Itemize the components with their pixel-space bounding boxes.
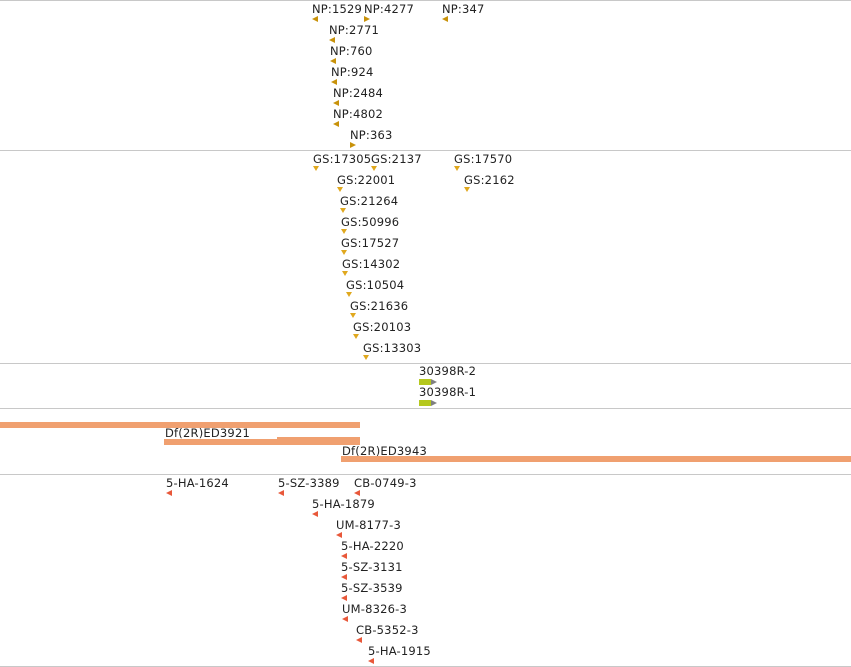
track-divider <box>0 150 851 151</box>
track-divider <box>0 474 851 475</box>
left-arrow-icon <box>330 58 336 64</box>
insertion-label: NP:4802 <box>333 107 384 121</box>
insertion-label: CB-0749-3 <box>354 476 417 490</box>
down-arrow-icon <box>346 292 352 297</box>
insertion-label: 5-SZ-3539 <box>341 581 403 595</box>
right-arrow-icon <box>350 142 356 148</box>
left-arrow-icon <box>442 16 448 22</box>
left-arrow-icon <box>341 595 347 601</box>
insertion-label: 5-SZ-3131 <box>341 560 403 574</box>
left-arrow-icon <box>312 16 318 22</box>
deficiency-bar[interactable] <box>164 439 360 445</box>
left-arrow-icon <box>166 490 172 496</box>
insertion-label: NP:4277 <box>364 2 415 16</box>
down-arrow-icon <box>454 166 460 171</box>
deficiency-bar[interactable] <box>0 422 360 428</box>
track-divider <box>0 0 851 1</box>
insertion-label: 5-HA-1879 <box>312 497 375 511</box>
track-divider <box>0 408 851 409</box>
left-arrow-icon <box>329 37 335 43</box>
insertion-label: UM-8177-3 <box>336 518 402 532</box>
deficiency-track: Df(2R)ED3921 Df(2R)ED3943 <box>0 409 851 473</box>
left-arrow-icon <box>336 532 342 538</box>
down-arrow-icon <box>337 187 343 192</box>
insertion-label: NP:363 <box>350 128 393 142</box>
deficiency-bar[interactable] <box>277 437 360 443</box>
insertion-label: NP:924 <box>331 65 374 79</box>
down-arrow-icon <box>341 250 347 255</box>
insertion-label: GS:10504 <box>346 278 405 292</box>
left-arrow-icon <box>333 121 339 127</box>
left-arrow-icon <box>356 637 362 643</box>
insertion-label: GS:22001 <box>337 173 396 187</box>
gene-exon-box <box>419 379 431 385</box>
left-arrow-icon <box>331 79 337 85</box>
down-arrow-icon <box>353 334 359 339</box>
left-arrow-icon <box>312 511 318 517</box>
down-arrow-icon <box>464 187 470 192</box>
insertion-label: NP:1529 <box>312 2 363 16</box>
down-arrow-icon <box>340 208 346 213</box>
insertion-label: GS:2162 <box>464 173 515 187</box>
down-arrow-icon <box>371 166 377 171</box>
gs-insertion-track: GS:17305 GS:2137 GS:17570 GS:22001 GS:21… <box>0 151 851 362</box>
deficiency-label: Df(2R)ED3921 <box>165 426 250 440</box>
left-arrow-icon <box>368 658 374 664</box>
down-arrow-icon <box>342 271 348 276</box>
insertion-label: GS:17570 <box>454 152 513 166</box>
insertion-label: NP:2484 <box>333 86 384 100</box>
left-arrow-icon <box>333 100 339 106</box>
insertion-label: GS:50996 <box>341 215 400 229</box>
right-arrow-icon <box>364 16 370 22</box>
insertion-label: 5-SZ-3389 <box>278 476 340 490</box>
transcript-label: 30398R-2 <box>419 364 477 378</box>
track-divider <box>0 363 851 364</box>
deficiency-bar[interactable] <box>341 456 851 462</box>
insertion-label: NP:347 <box>442 2 485 16</box>
down-arrow-icon <box>313 166 319 171</box>
gene-exon-box <box>419 400 431 406</box>
down-arrow-icon <box>341 229 347 234</box>
transcript-track: 30398R-2 30398R-1 <box>0 364 851 408</box>
left-arrow-icon <box>341 553 347 559</box>
insertion-label: 5-HA-1624 <box>166 476 229 490</box>
insertion-label: UM-8326-3 <box>342 602 408 616</box>
insertion-label: GS:21636 <box>350 299 409 313</box>
insertion-label: GS:17527 <box>341 236 400 250</box>
insertion-label: GS:21264 <box>340 194 399 208</box>
right-arrow-icon <box>431 379 437 385</box>
insertion-label: 5-HA-2220 <box>341 539 404 553</box>
down-arrow-icon <box>363 355 369 360</box>
insertion-label: GS:20103 <box>353 320 412 334</box>
insertion-label: GS:13303 <box>363 341 422 355</box>
piggybac-insertion-track: 5-HA-1624 5-SZ-3389 CB-0749-3 5-HA-1879 … <box>0 475 851 666</box>
left-arrow-icon <box>278 490 284 496</box>
deficiency-label: Df(2R)ED3943 <box>342 444 427 458</box>
transcript-label: 30398R-1 <box>419 385 477 399</box>
insertion-label: NP:760 <box>330 44 373 58</box>
insertion-label: GS:17305 <box>313 152 372 166</box>
np-insertion-track: NP:1529 NP:4277 NP:347 NP:2771 NP:760 NP… <box>0 0 851 150</box>
left-arrow-icon <box>342 616 348 622</box>
left-arrow-icon <box>341 574 347 580</box>
insertion-label: GS:2137 <box>371 152 422 166</box>
insertion-label: NP:2771 <box>329 23 380 37</box>
right-arrow-icon <box>431 400 437 406</box>
insertion-label: GS:14302 <box>342 257 401 271</box>
down-arrow-icon <box>350 313 356 318</box>
insertion-label: CB-5352-3 <box>356 623 419 637</box>
insertion-label: 5-HA-1915 <box>368 644 431 658</box>
left-arrow-icon <box>354 490 360 496</box>
